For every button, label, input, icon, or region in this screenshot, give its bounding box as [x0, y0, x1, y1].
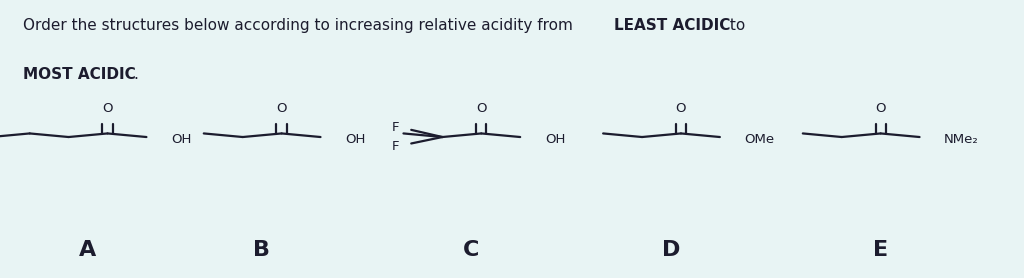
Text: OH: OH	[171, 133, 191, 146]
Text: to: to	[725, 18, 745, 33]
Text: D: D	[662, 240, 680, 260]
Text: LEAST ACIDIC: LEAST ACIDIC	[614, 18, 731, 33]
Text: C: C	[463, 240, 479, 260]
Text: B: B	[253, 240, 269, 260]
Text: .: .	[133, 67, 138, 82]
Text: OMe: OMe	[744, 133, 774, 146]
Text: F: F	[391, 140, 399, 153]
Text: O: O	[676, 102, 686, 115]
Text: A: A	[79, 240, 95, 260]
Text: O: O	[476, 102, 486, 115]
Text: NMe₂: NMe₂	[944, 133, 979, 146]
Text: E: E	[873, 240, 888, 260]
Text: F: F	[391, 121, 399, 133]
Text: O: O	[876, 102, 886, 115]
Text: Order the structures below according to increasing relative acidity from: Order the structures below according to …	[23, 18, 578, 33]
Text: MOST ACIDIC: MOST ACIDIC	[23, 67, 135, 82]
Text: OH: OH	[545, 133, 565, 146]
Text: OH: OH	[345, 133, 366, 146]
Text: O: O	[102, 102, 113, 115]
Text: O: O	[276, 102, 287, 115]
